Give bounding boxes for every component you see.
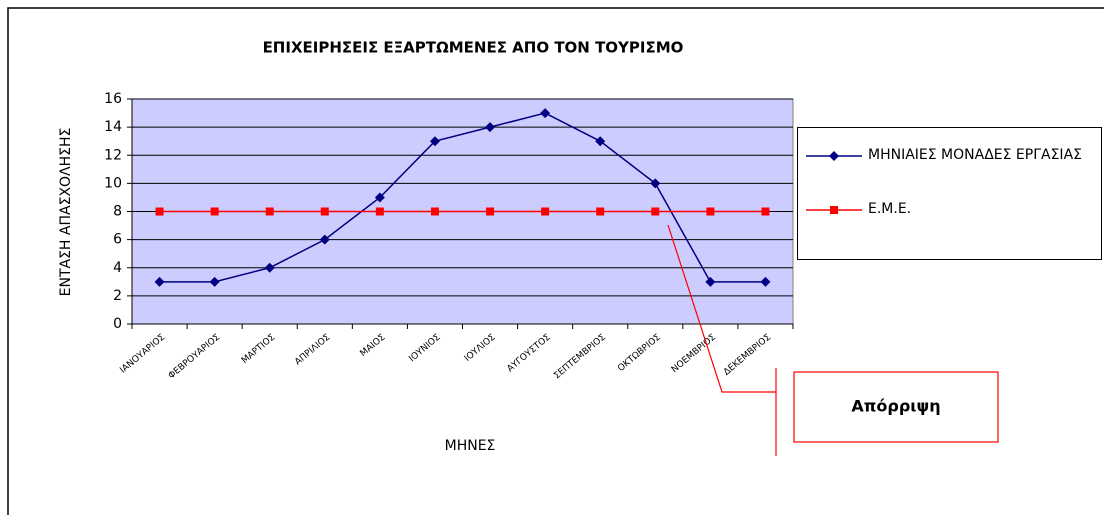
- legend-label: Ε.Μ.Ε.: [868, 201, 912, 217]
- marker: [540, 108, 551, 119]
- marker: [209, 276, 220, 287]
- legend-symbol: [806, 206, 862, 214]
- marker: [541, 207, 550, 216]
- marker: [375, 207, 384, 216]
- marker: [650, 178, 661, 189]
- marker: [761, 207, 770, 216]
- callout-line: [667, 224, 776, 393]
- marker: [651, 207, 660, 216]
- y-tick-label: 2: [113, 288, 122, 304]
- legend-symbol: [806, 151, 862, 161]
- marker: [374, 192, 385, 203]
- y-tick-label: 0: [113, 316, 122, 332]
- marker: [264, 262, 275, 273]
- y-tick-label: 6: [113, 232, 122, 248]
- marker: [429, 136, 440, 147]
- marker: [705, 276, 716, 287]
- marker: [829, 151, 839, 161]
- x-axis-label: ΜΗΝΕΣ: [445, 438, 496, 454]
- marker: [210, 207, 219, 216]
- marker: [595, 136, 606, 147]
- marker: [485, 122, 496, 133]
- marker: [430, 207, 439, 216]
- series-line: [159, 112, 766, 283]
- y-axis-label: ΕΝΤΑΣΗ ΑΠΑΣΧΟΛΗΣΗΣ: [58, 128, 74, 297]
- legend-label: ΜΗΝΙΑΙΕΣ ΜΟΝΑΔΕΣ ΕΡΓΑΣΙΑΣ: [868, 147, 1082, 163]
- y-tick-label: 4: [113, 260, 122, 276]
- marker: [706, 207, 715, 216]
- y-tick-label: 14: [104, 119, 122, 135]
- marker: [265, 207, 274, 216]
- annotation-box: [793, 371, 999, 443]
- marker: [320, 207, 329, 216]
- marker: [760, 276, 771, 287]
- marker: [830, 206, 838, 214]
- marker: [319, 234, 330, 245]
- marker: [486, 207, 495, 216]
- marker: [154, 276, 165, 287]
- y-tick-label: 10: [104, 175, 122, 191]
- legend: ΜΗΝΙΑΙΕΣ ΜΟΝΑΔΕΣ ΕΡΓΑΣΙΑΣ Ε.Μ.Ε.: [797, 127, 1102, 260]
- y-tick-label: 12: [104, 147, 122, 163]
- annotation: Απόρριψη: [851, 397, 940, 416]
- y-tick-label: 16: [104, 91, 122, 107]
- y-tick-label: 8: [113, 204, 122, 220]
- chart-title: ΕΠΙΧΕΙΡΗΣΕΙΣ ΕΞΑΡΤΩΜΕΝΕΣ ΑΠΟ ΤΟΝ ΤΟΥΡΙΣΜ…: [263, 39, 684, 57]
- marker: [155, 207, 164, 216]
- marker: [596, 207, 605, 216]
